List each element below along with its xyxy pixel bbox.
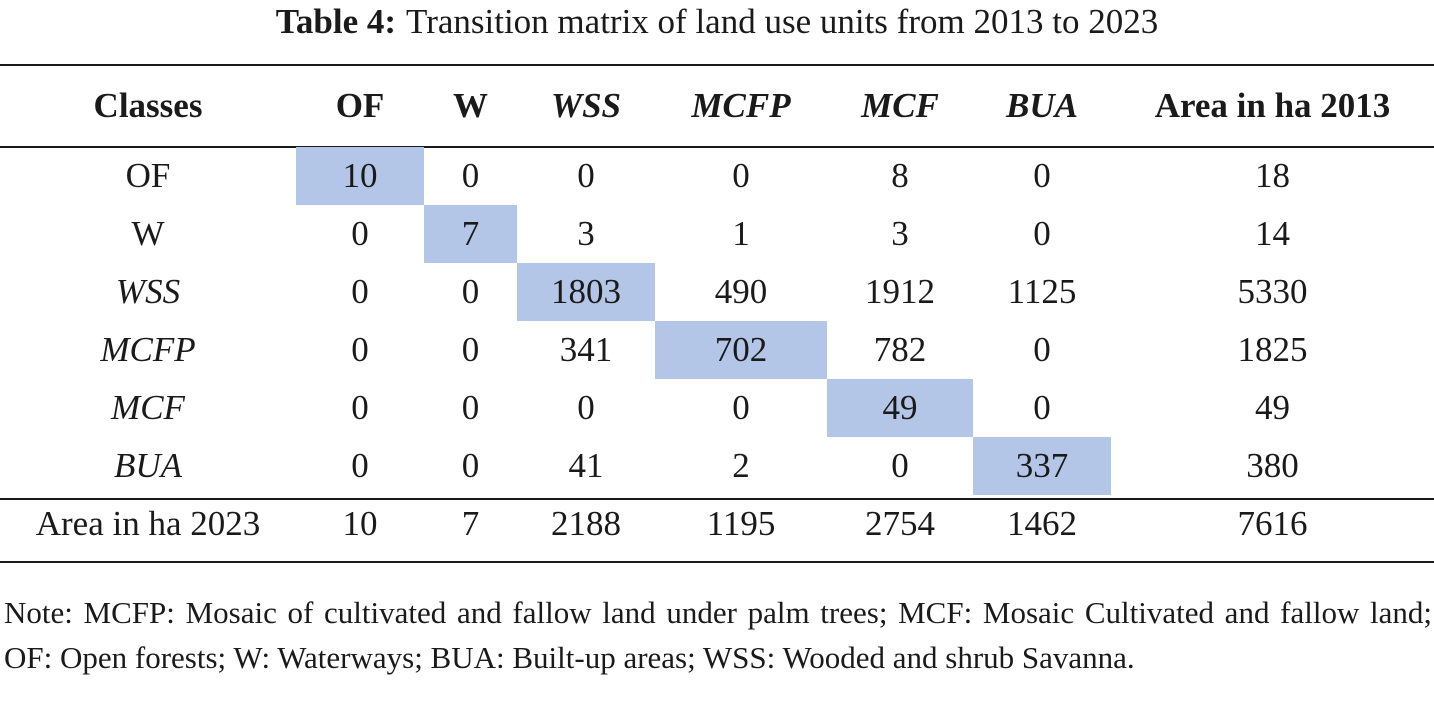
cell-row-total: 49 bbox=[1255, 388, 1290, 427]
cell: 0 bbox=[461, 330, 480, 369]
cell: 0 bbox=[461, 272, 480, 311]
cell: 8 bbox=[891, 156, 909, 195]
cell: 782 bbox=[873, 330, 927, 369]
cell-row-total: 1825 bbox=[1237, 330, 1308, 369]
cell: 1195 bbox=[706, 504, 776, 543]
spacer bbox=[0, 135, 1434, 147]
cell-diagonal: 10 bbox=[296, 147, 424, 205]
cell: 0 bbox=[461, 156, 480, 195]
header-of: OF bbox=[335, 85, 385, 125]
cell-diagonal: 337 bbox=[973, 437, 1111, 495]
body-rule bbox=[0, 498, 1434, 500]
cell: 0 bbox=[351, 446, 369, 485]
cell: 0 bbox=[1033, 388, 1051, 427]
top-rule bbox=[0, 64, 1434, 66]
cell: 1462 bbox=[1007, 504, 1077, 543]
cell-row-total: 14 bbox=[1255, 214, 1290, 253]
table-row-mcfp: MCFP 0 0 341 702 782 0 1825 bbox=[0, 321, 1434, 379]
caption-text: Transition matrix of land use units from… bbox=[406, 2, 1159, 41]
cell: 10 bbox=[342, 504, 378, 543]
cell: 0 bbox=[461, 388, 480, 427]
cell: 1125 bbox=[1007, 272, 1077, 311]
cell: 1 bbox=[732, 214, 750, 253]
cell: 3 bbox=[577, 214, 595, 253]
row-label: MCFP bbox=[100, 330, 196, 369]
cell: 0 bbox=[577, 156, 595, 195]
row-label: BUA bbox=[113, 446, 183, 485]
table-note: Note: MCFP: Mosaic of cultivated and fal… bbox=[4, 595, 1432, 675]
transition-matrix-table: Classes OF W WSS MCFP MCF BUA Area in ha… bbox=[0, 76, 1434, 553]
table-row-of: OF 10 0 0 0 8 0 18 bbox=[0, 147, 1434, 205]
row-label: OF bbox=[125, 156, 171, 195]
cell: 0 bbox=[1033, 330, 1051, 369]
row-label: WSS bbox=[115, 272, 181, 311]
header-bua: BUA bbox=[1006, 85, 1078, 125]
bottom-rule bbox=[0, 561, 1434, 563]
cell: 341 bbox=[559, 330, 613, 369]
cell: 2188 bbox=[551, 504, 621, 543]
cell: 0 bbox=[577, 388, 595, 427]
table-row-bua: BUA 0 0 41 2 0 337 380 bbox=[0, 437, 1434, 495]
cell: 0 bbox=[732, 388, 750, 427]
cell-row-total: 5330 bbox=[1237, 272, 1308, 311]
cell-diagonal: 49 bbox=[827, 379, 973, 437]
header-wss: WSS bbox=[550, 85, 622, 125]
cell: 0 bbox=[351, 388, 369, 427]
header-mcfp: MCFP bbox=[691, 85, 791, 125]
table-row-wss: WSS 0 0 1803 490 1912 1125 5330 bbox=[0, 263, 1434, 321]
cell: 3 bbox=[891, 214, 909, 253]
header-classes: Classes bbox=[93, 85, 203, 125]
row-label: MCF bbox=[111, 388, 185, 427]
table-caption: Table 4: Transition matrix of land use un… bbox=[0, 0, 1434, 44]
cell: 41 bbox=[568, 446, 604, 485]
cell: 2 bbox=[732, 446, 750, 485]
cell: 0 bbox=[461, 446, 480, 485]
caption-label: Table 4: bbox=[275, 2, 397, 41]
header-area-2013: Area in ha 2013 bbox=[1154, 85, 1391, 125]
cell: 0 bbox=[732, 156, 750, 195]
table-row-mcf: MCF 0 0 0 0 49 0 49 bbox=[0, 379, 1434, 437]
row-label: Area in ha 2023 bbox=[35, 504, 261, 543]
cell: 0 bbox=[1033, 214, 1051, 253]
cell: 7 bbox=[461, 504, 480, 543]
row-label: W bbox=[131, 214, 165, 253]
header-w: W bbox=[453, 85, 488, 125]
cell: 0 bbox=[351, 272, 369, 311]
header-mcf: MCF bbox=[861, 85, 939, 125]
cell-row-total: 380 bbox=[1246, 446, 1299, 485]
cell: 490 bbox=[714, 272, 768, 311]
cell: 2754 bbox=[865, 504, 935, 543]
table-row-w: W 0 7 3 1 3 0 14 bbox=[0, 205, 1434, 263]
cell: 0 bbox=[351, 214, 369, 253]
cell-diagonal: 1803 bbox=[517, 263, 655, 321]
cell-diagonal: 7 bbox=[424, 205, 517, 263]
cell: 0 bbox=[351, 330, 369, 369]
table-row-area-2023: Area in ha 2023 10 7 2188 1195 2754 1462… bbox=[0, 495, 1434, 553]
cell: 1912 bbox=[865, 272, 935, 311]
cell: 0 bbox=[891, 446, 909, 485]
cell: 0 bbox=[1033, 156, 1051, 195]
cell-grand-total: 7616 bbox=[1237, 504, 1308, 543]
header-rule bbox=[0, 146, 1434, 148]
header-row: Classes OF W WSS MCFP MCF BUA Area in ha… bbox=[0, 76, 1434, 135]
cell-row-total: 18 bbox=[1255, 156, 1290, 195]
cell-diagonal: 702 bbox=[655, 321, 827, 379]
